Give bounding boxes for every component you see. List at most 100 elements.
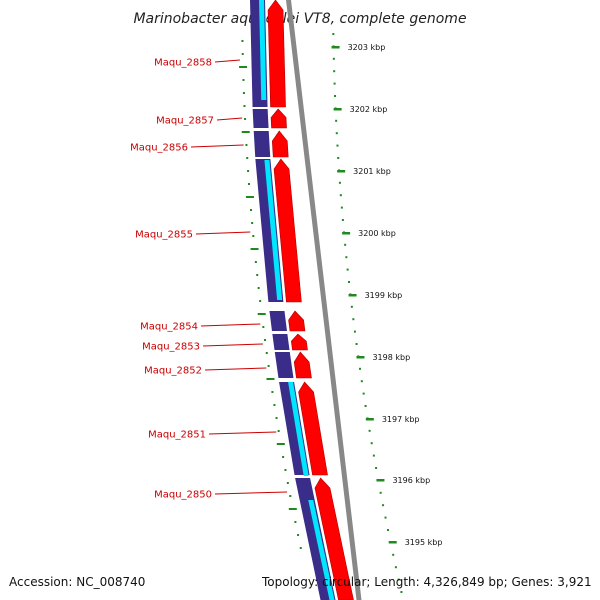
kbp-label: 3198 kbp	[372, 353, 410, 362]
minor-tick	[360, 380, 363, 383]
gc-skew-mark	[277, 430, 280, 432]
forward-cds-4	[273, 158, 302, 303]
tracks-layer	[239, 0, 403, 600]
major-tick	[331, 46, 340, 49]
minor-tick	[339, 194, 342, 197]
major-tick	[342, 232, 351, 235]
gc-skew-mark	[282, 456, 285, 458]
minor-tick	[370, 442, 373, 445]
gc-skew-mark	[294, 521, 297, 523]
gc-skew-mark	[257, 313, 266, 315]
minor-tick	[345, 256, 348, 259]
backward-cds-6	[272, 334, 290, 350]
major-tick	[333, 108, 342, 111]
gene-leader-line	[200, 323, 261, 327]
forward-cds-1	[267, 0, 286, 108]
forward-cds-3	[271, 130, 289, 158]
gc-skew-mark	[289, 495, 292, 497]
topology-text: Topology: circular; Length: 4,326,849 bp…	[262, 575, 592, 589]
gc-skew-mark	[254, 261, 257, 263]
gene-label[interactable]: Maqu_2851	[148, 430, 206, 441]
gc-skew-mark	[273, 404, 276, 406]
minor-tick	[333, 70, 336, 73]
gene-label[interactable]: Maqu_2856	[130, 143, 188, 154]
backbone-ring	[286, 0, 362, 600]
minor-tick	[362, 392, 365, 395]
forward-cds-6	[290, 333, 308, 351]
backward-cds-7	[274, 352, 294, 378]
gene-label[interactable]: Maqu_2854	[140, 322, 198, 333]
gene-leader-line	[216, 117, 243, 121]
backward-cds-3	[253, 131, 271, 157]
minor-tick	[382, 504, 385, 507]
gc-skew-mark	[288, 508, 297, 510]
minor-tick	[372, 454, 375, 457]
gc-skew-mark	[250, 248, 259, 250]
gc-skew-mark	[284, 469, 287, 471]
gene-label[interactable]: Maqu_2853	[142, 342, 200, 353]
gc-skew-mark	[265, 352, 268, 354]
major-tick	[348, 294, 357, 297]
gene-label[interactable]: Maqu_2850	[154, 490, 212, 501]
gene-label[interactable]: Maqu_2857	[156, 116, 214, 127]
gc-skew-mark	[251, 222, 254, 224]
major-tick	[376, 479, 385, 482]
gene-label[interactable]: Maqu_2855	[135, 230, 193, 241]
kbp-label: 3196 kbp	[392, 476, 430, 485]
gc-skew-mark	[259, 300, 262, 302]
forward-cds-2	[270, 108, 287, 129]
minor-tick	[340, 206, 343, 209]
major-tick	[365, 418, 374, 421]
minor-tick	[336, 144, 339, 147]
gene-label[interactable]: Maqu_2852	[144, 366, 202, 377]
minor-tick	[344, 243, 347, 246]
labels-layer: 3203 kbp 3202 kbp 3201 kbp 3200 kbp 3199 kbp…	[130, 43, 442, 547]
minor-tick	[341, 219, 344, 221]
minor-tick	[355, 343, 358, 345]
gc-skew-mark	[245, 144, 248, 146]
minor-tick	[332, 57, 335, 60]
minor-tick	[379, 491, 382, 494]
minor-tick	[397, 578, 400, 581]
minor-tick	[335, 119, 338, 122]
gene-label[interactable]: Maqu_2858	[154, 58, 212, 69]
minor-tick	[333, 82, 336, 85]
minor-tick	[358, 367, 361, 370]
minor-tick	[368, 429, 371, 432]
accession-text: Accession: NC_008740	[9, 575, 146, 589]
gene-leader-line	[202, 343, 263, 347]
minor-tick	[335, 132, 338, 135]
gc-skew-mark	[241, 53, 244, 55]
gene-leader-line	[208, 431, 277, 435]
kbp-label: 3195 kbp	[405, 538, 443, 547]
gc-skew-mark	[266, 378, 275, 380]
forward-cds-5	[288, 310, 306, 332]
gc-skew-mark	[252, 235, 255, 237]
gc-skew-mark	[262, 326, 265, 328]
gc-skew-mark	[250, 209, 253, 211]
gene-leader-line	[204, 367, 267, 371]
gc-skew-mark	[257, 287, 260, 289]
gc-skew-mark	[297, 534, 300, 536]
gc-skew-mark	[246, 157, 249, 159]
major-tick	[388, 541, 397, 544]
kbp-label: 3202 kbp	[350, 105, 388, 114]
major-tick	[356, 356, 365, 359]
forward-cds-9	[314, 477, 354, 600]
gc-skew-mark	[242, 92, 245, 94]
kbp-label: 3199 kbp	[365, 291, 403, 300]
backward-cds-2	[252, 109, 269, 128]
minor-tick	[337, 157, 340, 159]
gc-skew-mark	[275, 417, 278, 419]
gc-skew-mark	[241, 131, 250, 133]
minor-tick	[338, 181, 341, 184]
gene-leader-line	[190, 144, 244, 148]
gc-skew-mark	[248, 183, 251, 185]
gc-skew-mark	[271, 391, 274, 393]
gc-skew-mark	[244, 118, 247, 120]
minor-tick	[347, 281, 350, 283]
gc-skew-mark	[242, 79, 245, 81]
gc-skew-mark	[245, 196, 254, 198]
gc-skew-mark	[241, 40, 244, 42]
